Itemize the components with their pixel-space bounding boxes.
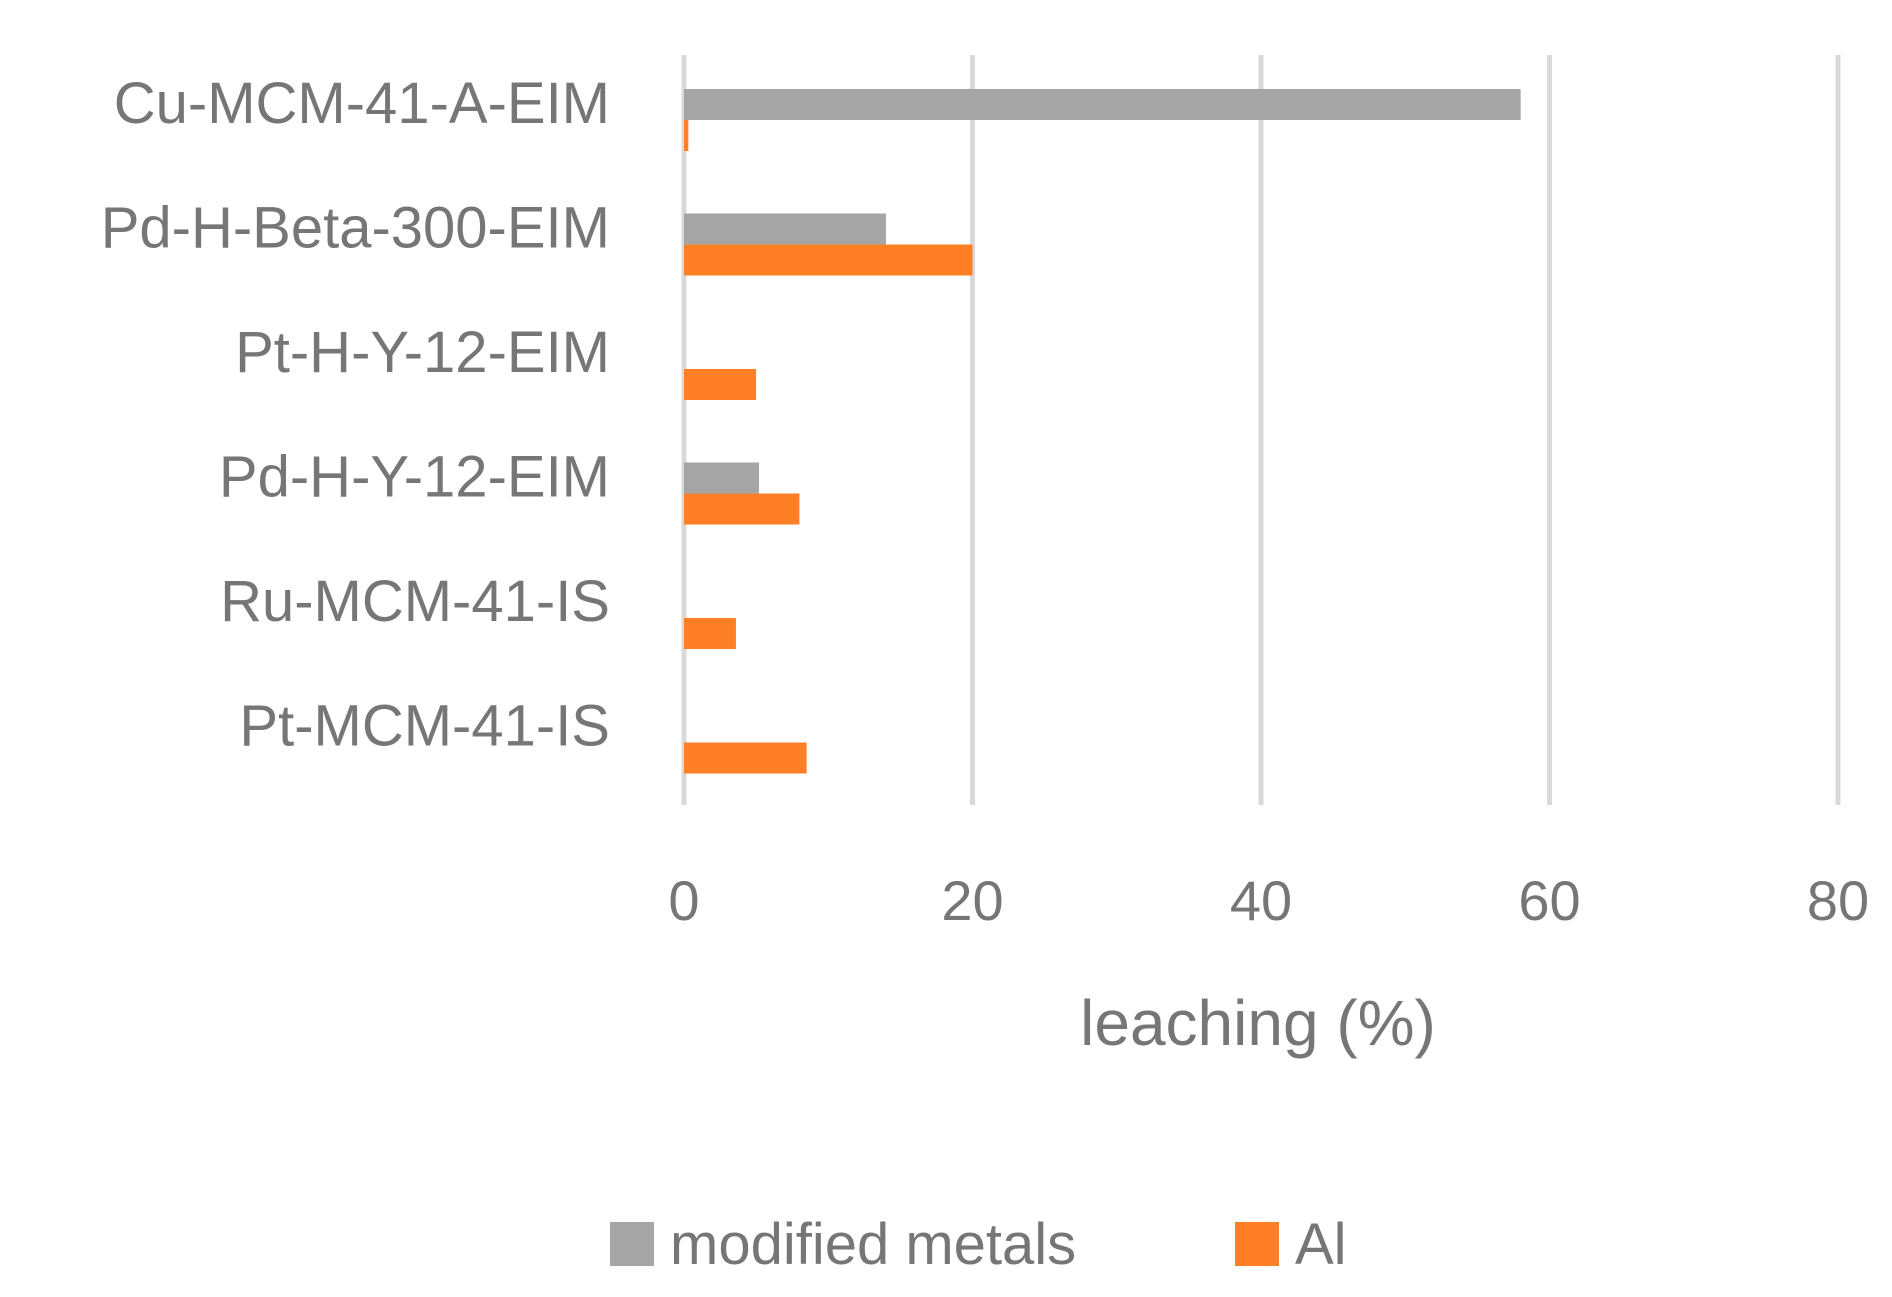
bar-modified-metals-pd-h-y-12-eim <box>684 462 760 494</box>
category-labels: Cu-MCM-41-A-EIM Pd-H-Beta-300-EIM Pt-H-Y-1… <box>101 71 610 759</box>
bar-al-pd-h-y-12-eim <box>684 493 800 525</box>
bar-modified-metals-pd-h-beta-300-eim <box>684 213 886 245</box>
x-tick-label: 40 <box>1230 869 1292 932</box>
x-tick-label: 20 <box>941 869 1003 932</box>
x-tick-label: 60 <box>1518 869 1580 932</box>
bar-al-ru-mcm-41-is <box>684 618 736 649</box>
category-label-pt-mcm-41-is: Pt-MCM-41-IS <box>239 694 610 759</box>
category-label-pd-h-beta-300-eim: Pd-H-Beta-300-EIM <box>101 196 610 261</box>
x-tick-label: 80 <box>1807 869 1869 932</box>
gridlines <box>681 55 1841 805</box>
legend-label-modified-metals: modified metals <box>670 1212 1076 1277</box>
category-label-pt-h-y-12-eim: Pt-H-Y-12-EIM <box>235 320 610 385</box>
legend: modified metals Al <box>610 1212 1347 1277</box>
bar-al-pt-mcm-41-is <box>684 742 807 774</box>
legend-swatch-al <box>1235 1222 1279 1266</box>
bar-al-pt-h-y-12-eim <box>684 369 757 400</box>
legend-label-al: Al <box>1295 1212 1347 1277</box>
bar-al-cu-mcm-41-a-eim <box>684 120 689 151</box>
category-label-pd-h-y-12-eim: Pd-H-Y-12-EIM <box>219 445 610 510</box>
bars <box>684 89 1521 774</box>
bar-modified-metals-cu-mcm-41-a-eim <box>684 89 1521 120</box>
category-label-ru-mcm-41-is: Ru-MCM-41-IS <box>220 569 610 634</box>
legend-swatch-modified-metals <box>610 1222 654 1266</box>
x-axis-title: leaching (%) <box>1080 987 1436 1059</box>
bar-al-pd-h-beta-300-eim <box>684 244 973 276</box>
x-tick-label: 0 <box>668 869 699 932</box>
category-label-cu-mcm-41-a-eim: Cu-MCM-41-A-EIM <box>114 71 610 136</box>
x-tick-labels: 0 20 40 60 80 <box>668 869 1869 932</box>
